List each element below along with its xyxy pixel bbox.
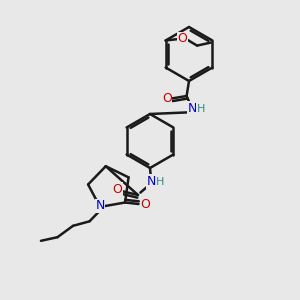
Text: O: O <box>177 32 187 46</box>
Text: O: O <box>112 182 122 196</box>
Text: H: H <box>197 103 205 114</box>
Text: H: H <box>156 176 165 187</box>
Text: O: O <box>140 197 150 211</box>
Text: O: O <box>162 92 172 105</box>
Text: N: N <box>95 199 105 212</box>
Text: N: N <box>187 102 197 115</box>
Text: N: N <box>147 175 156 188</box>
